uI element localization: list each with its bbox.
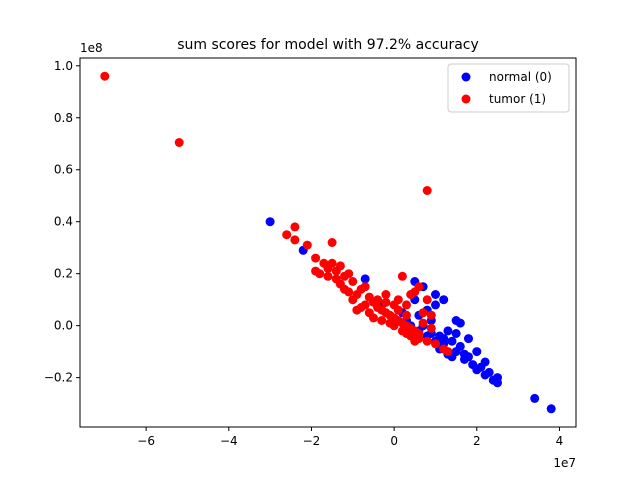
tumor-point <box>422 186 432 195</box>
y-tick-label: 0.6 <box>54 163 73 177</box>
normal-point <box>443 326 453 336</box>
tumor-point <box>348 277 358 286</box>
x-tick-label: −6 <box>137 434 155 448</box>
tumor-point <box>340 284 349 294</box>
normal-point <box>435 331 445 341</box>
normal-point <box>464 334 473 344</box>
normal-point <box>493 378 502 388</box>
chart-title: sum scores for model with 97.2% accuracy <box>177 37 479 53</box>
tumor-point <box>311 253 321 263</box>
x-tick-label: 0 <box>390 434 398 448</box>
y-tick-label: 0.8 <box>54 111 73 125</box>
tumor-point <box>381 297 391 307</box>
tumor-point <box>426 310 436 320</box>
normal-point <box>447 336 457 346</box>
tumor-point <box>385 318 395 328</box>
tumor-point <box>290 235 300 245</box>
normal-point <box>265 217 275 227</box>
normal-point <box>480 370 490 380</box>
tumor-point <box>311 266 321 276</box>
normal-point <box>472 365 482 375</box>
legend-label: tumor (1) <box>489 92 546 106</box>
points-layer <box>100 71 556 414</box>
tumor-point <box>414 282 424 292</box>
tumor-point <box>402 300 411 310</box>
tumor-point <box>410 336 420 346</box>
tumor-point <box>331 266 341 276</box>
tumor-point <box>377 316 387 325</box>
y-axis: −0.2 0.0 0.2 0.4 0.6 0.8 1.0 <box>44 59 80 385</box>
x-offset-label: 1e7 <box>553 456 576 470</box>
tumor-point <box>381 290 391 299</box>
tumor-point <box>360 282 370 292</box>
tumor-point <box>402 329 411 338</box>
legend-label: normal (0) <box>489 70 552 84</box>
normal-point <box>530 393 540 403</box>
normal-point <box>451 347 461 357</box>
normal-point <box>431 290 440 299</box>
legend-marker <box>461 94 471 104</box>
tumor-point <box>418 318 428 328</box>
normal-point <box>459 349 469 359</box>
normal-point <box>546 404 556 414</box>
tumor-point <box>348 295 358 305</box>
x-tick-label: −4 <box>220 434 238 448</box>
tumor-point <box>323 264 333 273</box>
y-tick-label: 0.0 <box>54 319 73 333</box>
normal-point <box>451 329 461 338</box>
legend-marker <box>461 72 471 82</box>
tumor-point <box>344 269 354 279</box>
plot-frame <box>79 57 577 428</box>
y-tick-label: 1.0 <box>54 59 73 73</box>
x-axis: −6 −4 −2 0 2 4 <box>137 427 563 448</box>
normal-point <box>439 295 449 305</box>
tumor-point <box>373 295 383 305</box>
tumor-point <box>397 271 407 281</box>
tumor-point <box>282 230 292 240</box>
x-tick-label: 4 <box>556 434 564 448</box>
tumor-point <box>402 310 411 320</box>
tumor-point <box>422 336 432 346</box>
tumor-point <box>356 303 366 312</box>
tumor-point <box>422 295 432 305</box>
tumor-point <box>174 138 184 147</box>
y-tick-label: 0.2 <box>54 267 73 281</box>
normal-point <box>431 300 440 310</box>
x-tick-label: −2 <box>303 434 321 448</box>
tumor-point <box>323 271 333 281</box>
tumor-point <box>369 313 378 323</box>
normal-point <box>360 274 370 284</box>
tumor-point <box>302 240 312 250</box>
y-tick-label: 0.4 <box>54 215 73 229</box>
tumor-point <box>426 323 436 333</box>
y-offset-label: 1e8 <box>80 41 103 55</box>
normal-point <box>472 347 482 357</box>
tumor-point <box>290 222 300 232</box>
legend: normal (0) tumor (1) <box>447 63 570 113</box>
tumor-point <box>418 308 428 318</box>
tumor-point <box>327 238 337 247</box>
tumor-point <box>393 305 403 315</box>
y-tick-label: −0.2 <box>44 371 73 385</box>
tumor-point <box>331 274 341 284</box>
tumor-point <box>443 347 453 357</box>
tumor-point <box>431 339 440 349</box>
tumor-point <box>100 71 110 81</box>
x-tick-label: 2 <box>473 434 481 448</box>
normal-point <box>455 318 465 328</box>
legend-box <box>447 63 570 113</box>
